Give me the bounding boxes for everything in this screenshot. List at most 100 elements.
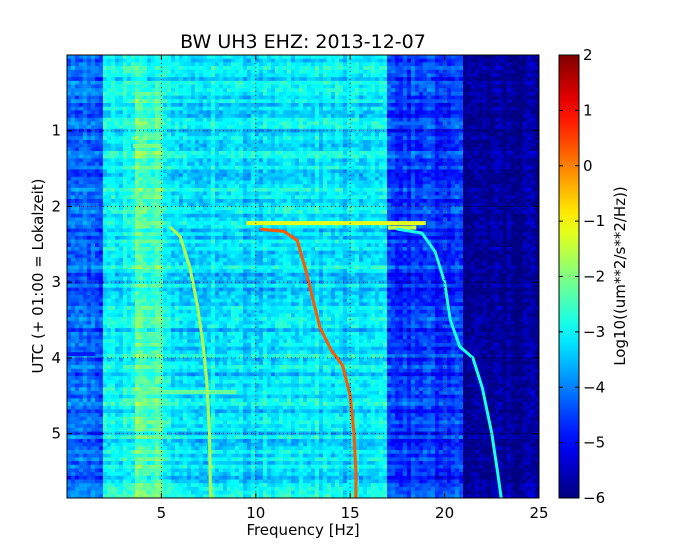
heatmap-cell (195, 73, 200, 78)
heatmap-cell (139, 62, 144, 67)
heatmap-cell (83, 125, 88, 130)
heatmap-cell (79, 147, 84, 152)
heatmap-cell (171, 176, 176, 182)
heatmap-cell (95, 198, 100, 204)
heatmap-cell (195, 143, 200, 148)
heatmap-cell (75, 106, 80, 111)
heatmap-cell (203, 132, 208, 137)
heatmap-cell (123, 62, 128, 67)
heatmap-cell (231, 317, 236, 322)
heatmap-cell (131, 413, 136, 418)
heatmap-cell (71, 139, 76, 145)
heatmap-cell (223, 328, 228, 333)
heatmap-cell (219, 302, 224, 307)
heatmap-cell (139, 121, 144, 126)
heatmap-cell (115, 162, 120, 167)
heatmap-cell (183, 180, 188, 185)
heatmap-cell (75, 69, 80, 75)
heatmap-cell (199, 66, 204, 71)
heatmap-cell (159, 154, 164, 159)
heatmap-cell (87, 291, 92, 296)
heatmap-cell (143, 276, 148, 281)
heatmap-cell (175, 368, 180, 374)
heatmap-cell (103, 121, 108, 126)
heatmap-cell (103, 165, 108, 171)
heatmap-cell (115, 102, 120, 108)
heatmap-cell (227, 472, 232, 477)
heatmap-cell (111, 387, 116, 392)
heatmap-cell (151, 198, 156, 204)
heatmap-cell (155, 420, 160, 425)
heatmap-cell (167, 136, 172, 141)
heatmap-cell (199, 77, 204, 82)
heatmap-cell (95, 479, 100, 484)
heatmap-cell (219, 121, 224, 126)
heatmap-cell (143, 261, 148, 267)
heatmap-cell (175, 198, 180, 204)
heatmap-cell (135, 246, 140, 252)
heatmap-cell (215, 320, 220, 326)
heatmap-cell (191, 402, 196, 407)
heatmap-cell (171, 121, 176, 126)
heatmap-cell (67, 453, 72, 458)
heatmap-cell (175, 73, 180, 78)
heatmap-cell (223, 361, 228, 366)
heatmap-cell (171, 283, 176, 289)
heatmap-cell (99, 368, 104, 374)
heatmap-cell (195, 424, 200, 429)
heatmap-cell (95, 361, 100, 366)
heatmap-cell (159, 490, 164, 495)
heatmap-cell (155, 490, 160, 495)
heatmap-cell (227, 424, 232, 429)
heatmap-cell (139, 457, 144, 462)
heatmap-cell (123, 405, 128, 410)
heatmap-cell (91, 239, 96, 244)
heatmap-cell (151, 136, 156, 141)
heatmap-cell (107, 398, 112, 403)
heatmap-cell (115, 442, 120, 447)
heatmap-cell (107, 361, 112, 366)
heatmap-cell (187, 309, 192, 315)
heatmap-cell (147, 91, 152, 97)
heatmap-cell (215, 276, 220, 281)
heatmap-cell (95, 114, 100, 119)
heatmap-cell (127, 136, 132, 141)
heatmap-cell (167, 99, 172, 104)
heatmap-cell (147, 73, 152, 78)
heatmap-cell (167, 283, 172, 289)
heatmap-cell (115, 198, 120, 204)
heatmap-cell (211, 55, 216, 60)
heatmap-cell (147, 357, 152, 363)
heatmap-cell (67, 173, 72, 178)
heatmap-cell (187, 276, 192, 281)
heatmap-cell (147, 457, 152, 462)
heatmap-cell (163, 117, 168, 123)
heatmap-cell (167, 69, 172, 75)
heatmap-cell (203, 409, 208, 414)
heatmap-cell (127, 328, 132, 333)
heatmap-cell (115, 283, 120, 289)
heatmap-cell (107, 95, 112, 100)
heatmap-cell (159, 331, 164, 337)
heatmap-cell (163, 187, 168, 193)
heatmap-cell (195, 58, 200, 63)
heatmap-cell (179, 261, 184, 267)
heatmap-cell (67, 198, 72, 204)
heatmap-cell (135, 261, 140, 267)
heatmap-cell (119, 313, 124, 318)
heatmap-cell (71, 250, 76, 255)
heatmap-cell (167, 114, 172, 119)
heatmap-cell (175, 461, 180, 466)
heatmap-cell (95, 77, 100, 82)
heatmap-cell (215, 69, 220, 75)
heatmap-cell (223, 217, 228, 222)
heatmap-cell (83, 106, 88, 111)
heatmap-cell (111, 261, 116, 267)
heatmap-cell (67, 461, 72, 466)
heatmap-cell (75, 405, 80, 410)
heatmap-cell (95, 73, 100, 78)
heatmap-cell (171, 339, 176, 344)
heatmap-cell (223, 464, 228, 470)
heatmap-cell (91, 136, 96, 141)
heatmap-cell (79, 139, 84, 145)
